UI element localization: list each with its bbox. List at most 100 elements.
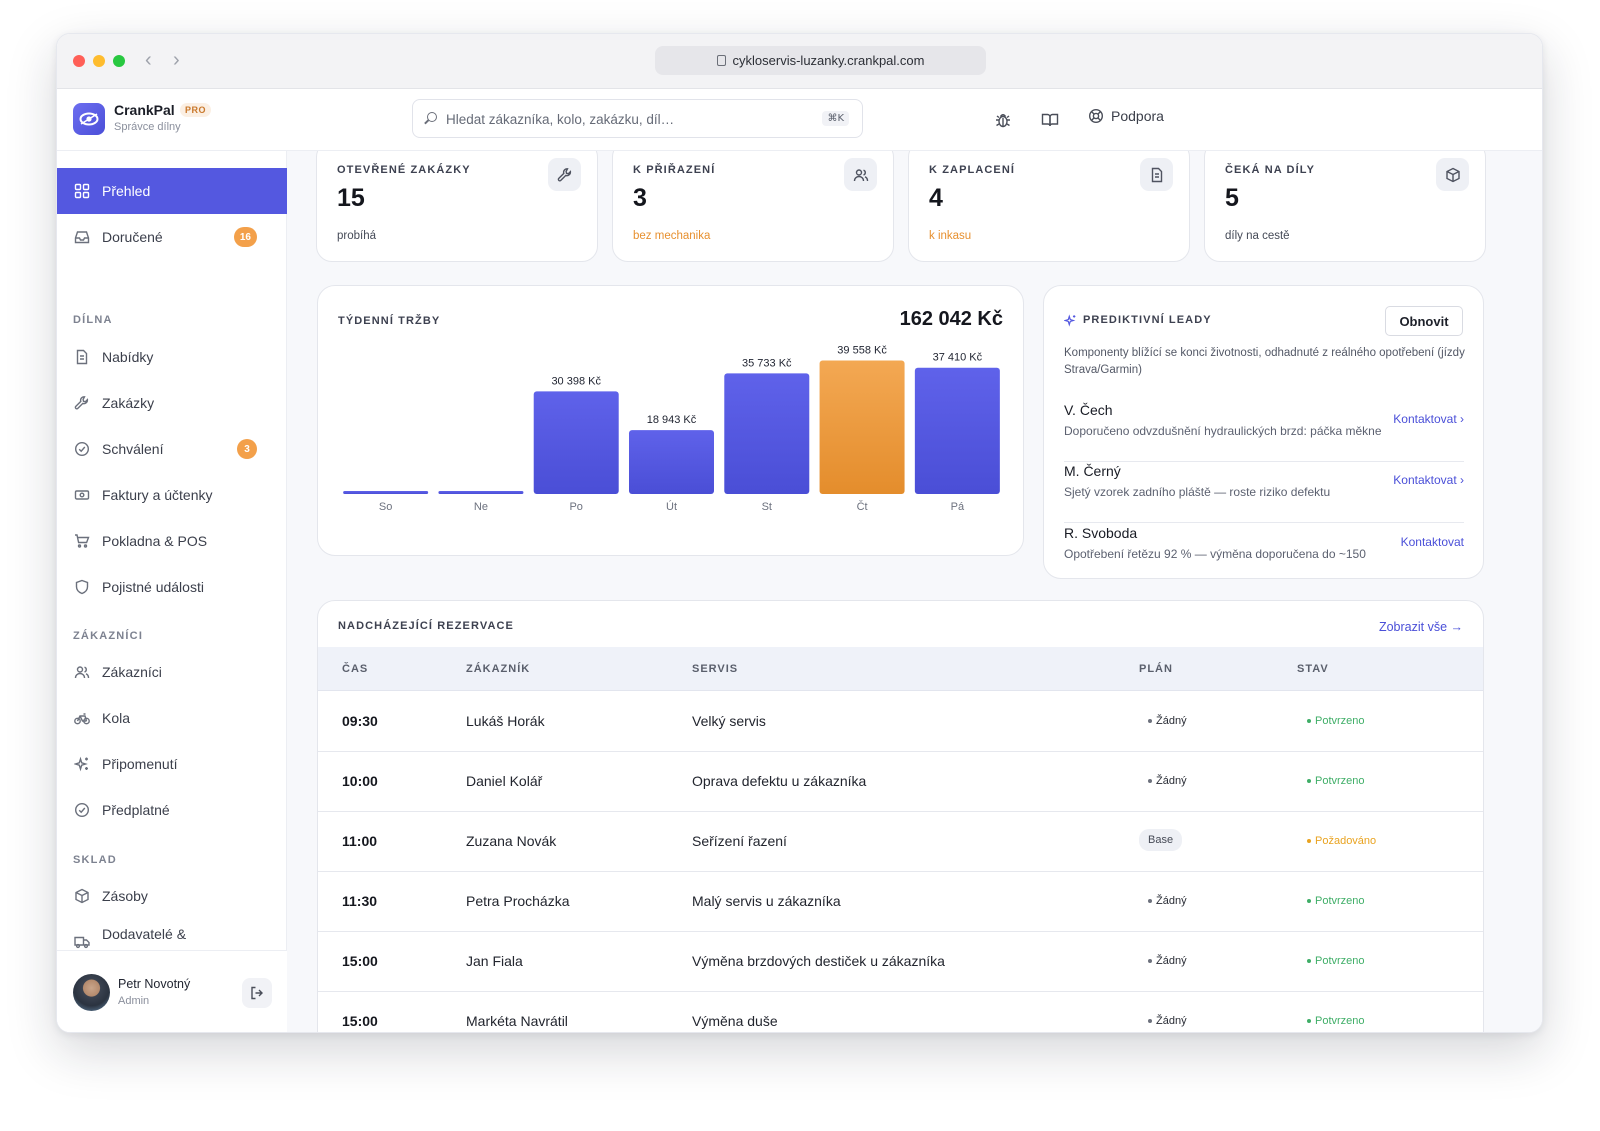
sidebar-item-pos[interactable]: Pokladna & POS [57, 518, 287, 564]
stat-card-open-jobs[interactable]: OTEVŘENÉ ZAKÁZKY 15 probíhá [316, 151, 598, 262]
sidebar-item-quotes[interactable]: Nabídky [57, 334, 287, 380]
column-header-plan[interactable]: PLÁN [1139, 663, 1173, 675]
bug-report-icon[interactable] [993, 110, 1013, 130]
refresh-leads-button[interactable]: Obnovit [1385, 306, 1463, 336]
sidebar-item-customers[interactable]: Zákazníci [57, 649, 287, 695]
sidebar-item-label: Připomenutí [102, 756, 178, 772]
table-row[interactable]: 15:00 Jan Fiala Výměna brzdových destiček … [318, 932, 1483, 992]
stat-value: 3 [633, 184, 647, 212]
column-header-status[interactable]: STAV [1297, 663, 1329, 675]
status-badge: Potvrzeno [1307, 775, 1365, 787]
lead-name: V. Čech [1064, 402, 1113, 418]
bar-st[interactable] [724, 373, 810, 494]
bar-ne[interactable] [438, 491, 524, 494]
lead-description: Sjetý vzorek zadního pláště — roste rizi… [1064, 485, 1331, 499]
booking-customer: Markéta Navrátil [466, 1013, 568, 1029]
lead-item: V. Čech Doporučeno odvzdušnění hydraulic… [1064, 402, 1464, 462]
sidebar-item-label: Zásoby [102, 888, 148, 904]
forward-arrow-icon[interactable]: › [173, 49, 180, 71]
wrench-icon [74, 396, 89, 410]
sidebar-item-label: Pojistné události [102, 579, 204, 595]
logout-button[interactable] [242, 978, 272, 1008]
status-badge: Potvrzeno [1307, 895, 1365, 907]
stat-subtext: probíhá [337, 230, 377, 242]
booking-customer: Lukáš Horák [466, 713, 545, 729]
bar-út[interactable] [629, 430, 714, 494]
bar-po[interactable] [533, 391, 619, 494]
search-input[interactable] [446, 109, 806, 129]
stat-subtext: bez mechanika [633, 230, 711, 242]
logout-icon [251, 986, 263, 1000]
x-axis-tick-label: So [379, 501, 392, 513]
avatar[interactable] [73, 974, 110, 1011]
bar-čt[interactable] [819, 360, 905, 494]
bike-icon [74, 713, 90, 725]
stat-card-to-pay[interactable]: K ZAPLACENÍ 4 k inkasu [908, 151, 1190, 262]
sidebar-item-reminders[interactable]: Připomenutí [57, 741, 287, 787]
close-window-button[interactable] [73, 55, 85, 67]
column-header-customer[interactable]: ZÁKAZNÍK [466, 663, 531, 675]
user-panel: Petr Novotný Admin [57, 950, 287, 1032]
minimize-window-button[interactable] [93, 55, 105, 67]
support-link[interactable]: Podpora [1088, 108, 1164, 124]
table-row[interactable]: 15:00 Markéta Navrátil Výměna duše Žádný Pot… [318, 992, 1483, 1032]
sidebar-item-label: Doručené [102, 229, 163, 245]
sidebar-item-inbox[interactable]: Doručené 16 [57, 214, 287, 260]
sidebar-item-bikes[interactable]: Kola [57, 695, 287, 741]
table-row[interactable]: 10:00 Daniel Kolář Oprava defektu u zákazn… [318, 752, 1483, 812]
column-header-time[interactable]: ČAS [342, 663, 369, 675]
sidebar-item-subscriptions[interactable]: Předplatné [57, 787, 287, 833]
booking-plan: Žádný [1148, 1015, 1187, 1027]
booking-time: 09:30 [342, 713, 378, 729]
status-badge: Požadováno [1307, 835, 1376, 847]
stat-card-awaiting-parts[interactable]: ČEKÁ NA DÍLY 5 díly na cestě [1204, 151, 1486, 262]
column-header-service[interactable]: SERVIS [692, 663, 739, 675]
bar-so[interactable] [343, 491, 429, 494]
docs-book-icon[interactable] [1040, 110, 1060, 130]
cart-icon [75, 534, 90, 548]
lead-item: M. Černý Sjetý vzorek zadního pláště — r… [1064, 463, 1464, 523]
table-row[interactable]: 11:30 Petra Procházka Malý servis u zákazn… [318, 872, 1483, 932]
booking-time: 11:00 [342, 833, 378, 849]
stat-label: K ZAPLACENÍ [929, 164, 1016, 176]
browser-window: ‹ › cykloservis-luzanky.crankpal.com Cra… [56, 33, 1543, 1033]
contact-lead-link[interactable]: Kontaktovat › [1393, 473, 1464, 487]
lead-description: Opotřebení řetězu 92 % — výměna doporuče… [1064, 547, 1366, 561]
user-name: Petr Novotný [118, 977, 191, 991]
sidebar-item-approvals[interactable]: Schválení 3 [57, 426, 287, 472]
stat-card-unassigned[interactable]: K PŘIŘAZENÍ 3 bez mechanika [612, 151, 894, 262]
revenue-bar-chart: So Ne 30 398 Kč Po 18 943 Kč Út 35 733 Kč St 39 … [343, 344, 1000, 513]
main-content: OTEVŘENÉ ZAKÁZKY 15 probíhá K PŘIŘAZENÍ … [287, 151, 1542, 1032]
status-badge: Potvrzeno [1307, 955, 1365, 967]
booking-service: Výměna brzdových destiček u zákazníka [692, 953, 945, 969]
inbox-count-badge: 16 [233, 227, 257, 247]
sidebar-item-invoices[interactable]: Faktury a účtenky [57, 472, 287, 518]
url-text: cykloservis-luzanky.crankpal.com [732, 53, 925, 68]
booking-service: Oprava defektu u zákazníka [692, 773, 867, 789]
app-name: CrankPal [114, 102, 175, 118]
zoom-window-button[interactable] [113, 55, 125, 67]
status-badge: Potvrzeno [1307, 715, 1365, 727]
sidebar-item-insurance[interactable]: Pojistné události [57, 564, 287, 610]
back-arrow-icon[interactable]: ‹ [145, 49, 152, 71]
bar-pá[interactable] [914, 367, 1000, 494]
contact-lead-link[interactable]: Kontaktovat › [1393, 412, 1464, 426]
check-circle-icon [74, 441, 90, 457]
sidebar-item-overview[interactable]: Přehled [57, 168, 287, 214]
document-icon [1140, 158, 1173, 191]
users-icon [844, 158, 877, 191]
sidebar-item-jobs[interactable]: Zakázky [57, 380, 287, 426]
table-row[interactable]: 09:30 Lukáš Horák Velký servis Žádný Potvrze… [318, 692, 1483, 752]
view-all-bookings-link[interactable]: Zobrazit vše → [1378, 620, 1463, 634]
table-row[interactable]: 11:00 Zuzana Novák Seřízení řazení Base Poža… [318, 812, 1483, 872]
wrench-icon [548, 158, 581, 191]
contact-lead-link[interactable]: Kontaktovat [1400, 535, 1464, 549]
leads-description: Komponenty blížící se konci životnosti, … [1064, 347, 1465, 376]
user-role: Admin [118, 995, 150, 1007]
sidebar-item-inventory[interactable]: Zásoby [57, 873, 287, 919]
sidebar-item-suppliers[interactable]: Dodavatelé & [57, 919, 287, 959]
crankpal-logo-icon[interactable] [73, 103, 105, 135]
predictive-leads-card: PREDIKTIVNÍ LEADY Obnovit Komponenty blí… [1043, 285, 1484, 579]
address-bar[interactable]: cykloservis-luzanky.crankpal.com [655, 46, 986, 75]
weekly-total: 162 042 Kč [899, 308, 1003, 330]
